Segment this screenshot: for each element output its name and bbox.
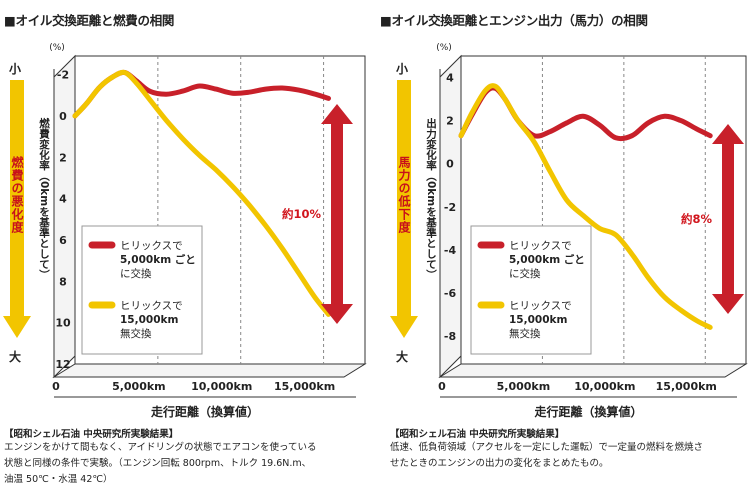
y-tick-label: -2 [444, 201, 456, 214]
x-axis-title: 走行距離（換算値） [151, 404, 259, 419]
x-tick-label: 5,000km [112, 380, 166, 393]
chart-area: -2 0 2 4 6 8 10 12 (%) 0 5,000km 10,000km 15,000km 走行… [49, 43, 367, 419]
side-arrow-icon [3, 80, 31, 338]
side-bottom-label: 大 [396, 350, 409, 364]
y-tick-label: 0 [446, 158, 454, 171]
y-tick-label: -2 [57, 69, 69, 82]
legend-label: 5,000km ごと [120, 253, 196, 266]
legend-label: 無交換 [509, 327, 541, 340]
note-title: 【昭和シェル石油 中央研究所実験結果】 [390, 429, 565, 440]
legend-label: 15,000km [509, 314, 568, 326]
y-tick-label: 4 [446, 72, 454, 85]
y-tick-label: 0 [59, 110, 67, 123]
legend-label: に交換 [120, 267, 152, 280]
y-unit-label: (%) [436, 43, 452, 53]
y-tick-label: 2 [59, 151, 67, 164]
x-tick-label: 0 [52, 380, 60, 393]
side-wall [439, 54, 462, 379]
y-tick-label: 8 [59, 275, 67, 288]
x-tick-label: 15,000km [656, 380, 717, 393]
x-tick-label: 10,000km [574, 380, 635, 393]
difference-arrow-icon [321, 104, 353, 324]
fuel-efficiency-panel: ■オイル交換距離と燃費の相関 小 燃費の悪化度 大 燃費変化率（0kmを基準とし… [3, 13, 367, 485]
series-line-yellow [458, 83, 713, 330]
floor [438, 363, 748, 378]
difference-arrow-icon [712, 124, 744, 314]
difference-label: 約8% [681, 212, 713, 226]
y-tick-label: 12 [55, 358, 70, 371]
note-body: エンジンをかけて間もなく、アイドリングの状態でエアコンを使っている 状態と同様の… [4, 442, 317, 485]
y-tick-label: -8 [444, 330, 456, 343]
side-top-label: 小 [396, 62, 409, 76]
y-unit-label: (%) [49, 43, 65, 53]
side-top-label: 小 [9, 62, 22, 76]
side-bottom-label: 大 [9, 350, 22, 364]
y-tick-label: -4 [444, 244, 457, 257]
side-arrow-icon [390, 80, 418, 338]
note-body: 低速、低負荷領域（アクセルを一定にした運転）で一定量の燃料を燃焼さ せたときのエ… [390, 442, 704, 469]
legend-label: ヒリックスで [509, 240, 572, 252]
legend-label: 5,000km ごと [509, 253, 585, 266]
side-label: 馬力の低下度 [397, 156, 411, 234]
y-tick-label: 6 [59, 234, 67, 247]
legend-label: ヒリックスで [120, 240, 183, 252]
x-tick-label: 10,000km [191, 380, 252, 393]
x-tick-label: 15,000km [274, 380, 335, 393]
legend-label: ヒリックスで [120, 300, 183, 312]
chart-area: 4 2 0 -2 -4 -6 -8 (%) 0 5,000km 10,000km 15,000km 走行… [436, 43, 748, 419]
x-tick-label: 0 [438, 380, 446, 393]
note-title: 【昭和シェル石油 中央研究所実験結果】 [4, 429, 179, 440]
difference-label: 約10% [282, 207, 322, 221]
legend-label: ヒリックスで [509, 300, 572, 312]
y-tick-label: 2 [446, 115, 454, 128]
x-tick-label: 5,000km [497, 380, 551, 393]
y-tick-label: 10 [55, 317, 71, 330]
y-tick-label: -6 [444, 287, 457, 300]
panel-title: ■オイル交換距離と燃費の相関 [4, 13, 175, 28]
legend-label: 無交換 [120, 327, 152, 340]
y-axis-title: 出力変化率（0kmを基準として） [425, 118, 437, 280]
legend-label: に交換 [509, 267, 541, 280]
floor [52, 363, 367, 378]
y-axis-title: 燃費変化率（0kmを基準として） [38, 118, 50, 280]
y-tick-label: 4 [59, 193, 67, 206]
engine-output-panel: ■オイル交換距離とエンジン出力（馬力）の相関 小 馬力の低下度 大 出力変化率（… [376, 0, 752, 503]
legend-label: 15,000km [120, 314, 179, 326]
series-line-yellow [72, 69, 331, 317]
panel-title: ■オイル交換距離とエンジン出力（馬力）の相関 [380, 13, 648, 28]
side-label: 燃費の悪化度 [10, 156, 24, 234]
x-axis-title: 走行距離（換算値） [534, 404, 642, 419]
